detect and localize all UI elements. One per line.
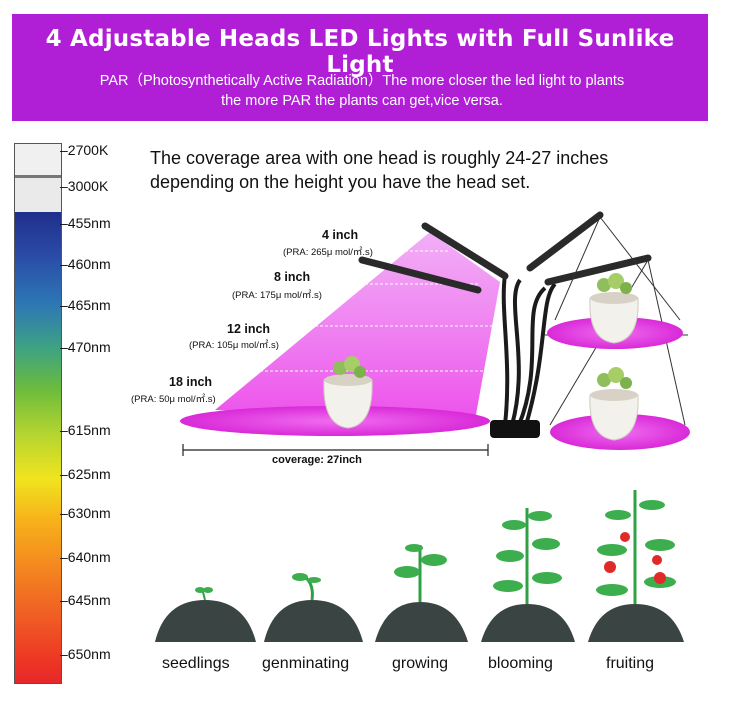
spectrum-tick-465nm: –465nm <box>60 297 111 313</box>
light-head-1 <box>421 222 509 280</box>
spectrum-tick-645nm: –645nm <box>60 592 111 608</box>
height-label-4: 4 inch <box>322 228 359 242</box>
gooseneck-4 <box>524 282 557 426</box>
spectrum-tick-630nm: –630nm <box>60 505 111 521</box>
lamp-clip <box>490 420 540 438</box>
spectrum-tick-470nm: –470nm <box>60 339 111 355</box>
coverage-description: The coverage area with one head is rough… <box>150 146 608 194</box>
potted-plant-upper <box>589 273 639 344</box>
banner-subtitle-line1: PAR（Photosynthetically Active Radiation）… <box>99 73 625 89</box>
spectrum-tick-640nm: –640nm <box>60 549 111 565</box>
stage-label-germinating: genminating <box>262 655 350 672</box>
stage-label-fruiting: fruiting <box>606 655 655 672</box>
par-label-4: (PRA: 265μ mol/㎡.s) <box>283 247 373 258</box>
stage-label-growing: growing <box>392 655 449 672</box>
spectrum-tick-460nm: –460nm <box>60 256 111 272</box>
spectrum-tick-650nm: –650nm <box>60 646 111 662</box>
header-banner: 4 Adjustable Heads LED Lights with Full … <box>12 14 708 121</box>
height-label-18: 18 inch <box>169 375 213 389</box>
coverage-description-line1: The coverage area with one head is rough… <box>150 148 609 168</box>
par-label-8: (PRA: 175μ mol/㎡.s) <box>232 290 322 301</box>
potted-plant-lower <box>589 367 639 441</box>
spectrum-tick-2700k: –2700K <box>60 142 109 158</box>
light-head-2 <box>358 256 482 294</box>
spectrum-tick-3000k: –3000K <box>60 178 109 194</box>
spectrum-tick-615nm: –615nm <box>60 422 111 438</box>
stage-germinating-illustration <box>264 573 363 642</box>
banner-title: 4 Adjustable Heads LED Lights with Full … <box>45 26 675 78</box>
gooseneck-3 <box>517 286 547 426</box>
light-head-4 <box>544 254 652 286</box>
stage-blooming-illustration <box>481 508 575 642</box>
stage-seedlings-illustration <box>155 587 256 642</box>
spectrum-tick-455nm: –455nm <box>60 215 111 231</box>
banner-subtitle-line2: the more PAR the plants can get,vice ver… <box>221 93 503 109</box>
color-spectrum-bar <box>14 143 62 684</box>
stage-growing-illustration <box>375 544 468 642</box>
stage-label-seedlings: seedlings <box>162 655 230 672</box>
coverage-description-line2: depending on the height you have the hea… <box>150 172 531 192</box>
potted-plant-main <box>323 356 373 429</box>
spectrum-tick-625nm: –625nm <box>60 466 111 482</box>
height-label-12: 12 inch <box>227 322 271 336</box>
par-label-18: (PRA: 50μ mol/㎡.s) <box>131 394 216 405</box>
light-head-3 <box>526 211 604 272</box>
stage-label-blooming: blooming <box>488 655 553 672</box>
par-label-12: (PRA: 105μ mol/㎡.s) <box>189 340 279 351</box>
height-label-8: 8 inch <box>274 270 311 284</box>
stage-fruiting-illustration <box>588 490 684 642</box>
gooseneck-1 <box>501 274 510 426</box>
banner-subtitle: PAR（Photosynthetically Active Radiation）… <box>22 71 702 111</box>
coverage-label: coverage: 27inch <box>272 454 362 466</box>
gooseneck-2 <box>510 278 522 426</box>
